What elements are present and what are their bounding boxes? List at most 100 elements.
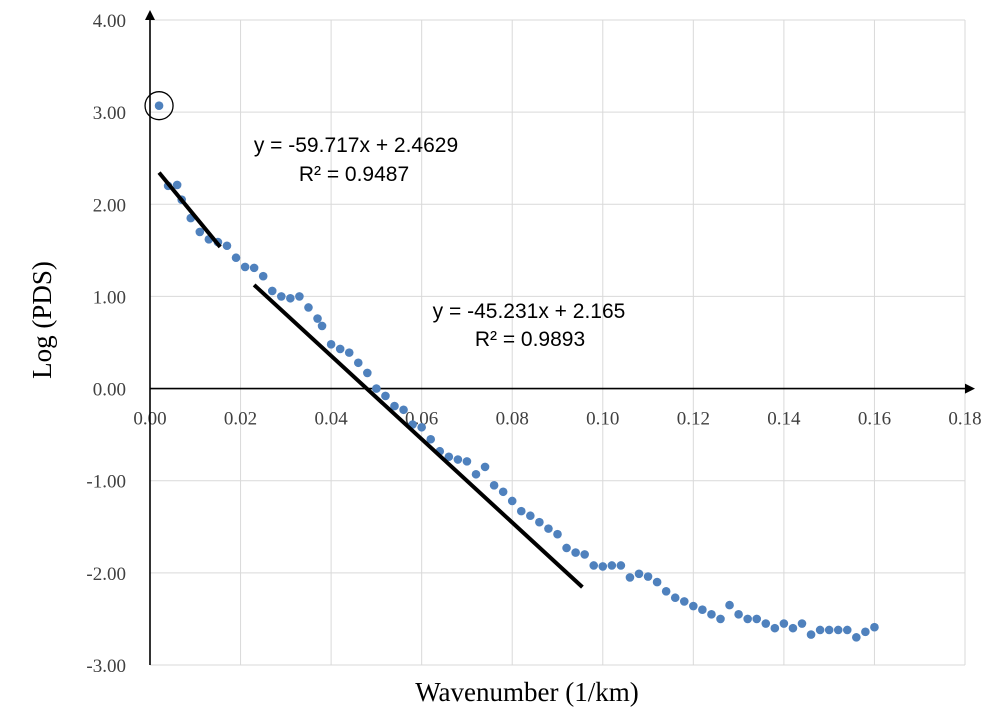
- y-tick-label: 0.00: [93, 380, 126, 401]
- data-points: [144, 91, 879, 642]
- y-tick-labels: 4.00 3.00 2.00 1.00 0.00 -1.00 -2.00 -3.00: [86, 11, 126, 677]
- data-point: [286, 293, 295, 303]
- data-point: [679, 597, 689, 606]
- data-point: [852, 633, 861, 642]
- data-point: [689, 601, 698, 611]
- data-point: [295, 292, 304, 301]
- y-tick-label: 4.00: [93, 11, 126, 32]
- data-point: [607, 561, 617, 570]
- data-point: [326, 340, 336, 349]
- y-axis-title: Log (PDS): [27, 261, 57, 379]
- data-point: [526, 511, 535, 521]
- data-point: [598, 562, 608, 571]
- data-point: [353, 358, 363, 368]
- data-point: [313, 314, 322, 323]
- y-tick-label: -2.00: [86, 564, 126, 585]
- y-tick-label: 3.00: [93, 103, 126, 124]
- data-point: [725, 600, 734, 610]
- data-point: [761, 619, 771, 628]
- data-point: [154, 101, 164, 110]
- data-point: [571, 548, 580, 557]
- data-point: [824, 625, 834, 635]
- x-tick-label: 0.08: [496, 409, 529, 430]
- trendline-2: [252, 283, 584, 589]
- data-point: [507, 496, 517, 506]
- data-point: [471, 469, 481, 479]
- data-point: [231, 253, 241, 263]
- data-point: [381, 391, 390, 401]
- x-axis-arrow: [965, 383, 975, 394]
- data-point: [417, 422, 426, 432]
- data-point: [580, 550, 589, 559]
- data-point: [870, 622, 879, 632]
- x-tick-label: 0.16: [858, 409, 891, 430]
- data-point: [716, 614, 725, 624]
- data-point: [453, 455, 463, 464]
- data-point: [815, 625, 825, 635]
- trendline-labels: y = -59.717x + 2.4629 R² = 0.9487 y = -4…: [254, 134, 625, 351]
- data-point: [277, 292, 286, 301]
- data-point: [743, 614, 752, 624]
- data-point: [480, 462, 490, 472]
- grid: [150, 19, 966, 666]
- data-point: [462, 457, 472, 466]
- trendline-1-equation: y = -59.717x + 2.4629: [254, 134, 458, 157]
- data-point: [317, 321, 327, 331]
- trendlines: [157, 171, 584, 589]
- data-point: [535, 517, 544, 527]
- data-point: [258, 271, 268, 281]
- data-point: [752, 614, 762, 624]
- data-point: [562, 543, 571, 553]
- x-tick-label: 0.12: [677, 409, 710, 430]
- data-point: [643, 572, 653, 581]
- y-tick-label: 2.00: [93, 195, 126, 216]
- data-point: [304, 303, 313, 312]
- data-point: [249, 263, 259, 273]
- data-point: [335, 344, 345, 354]
- data-point: [390, 401, 399, 411]
- data-point: [195, 227, 205, 237]
- data-point: [222, 241, 232, 251]
- data-point: [797, 619, 807, 628]
- trendline-1-r2: R² = 0.9487: [299, 163, 409, 186]
- data-point: [625, 573, 635, 582]
- data-point: [516, 506, 526, 516]
- data-point: [788, 623, 798, 633]
- x-tick-label: 0.10: [586, 409, 619, 430]
- y-tick-label: 1.00: [93, 287, 126, 308]
- data-point: [833, 625, 843, 635]
- data-point: [544, 524, 553, 533]
- data-point: [707, 610, 716, 619]
- y-tick-label: -1.00: [86, 472, 126, 493]
- data-point: [770, 623, 780, 633]
- data-point: [634, 569, 644, 579]
- data-point: [661, 586, 671, 596]
- data-point: [652, 577, 662, 587]
- data-point: [806, 630, 816, 639]
- data-point: [670, 593, 680, 603]
- trendline-2-equation: y = -45.231x + 2.165: [433, 300, 626, 323]
- axes: [145, 10, 975, 665]
- data-point: [399, 405, 408, 415]
- x-tick-labels: 0.00 0.02 0.04 0.06 0.08 0.10 0.12 0.14 0.16 0.18: [133, 409, 981, 430]
- x-tick-label: 0.14: [767, 409, 801, 430]
- data-point: [363, 368, 372, 378]
- x-tick-label: 0.02: [224, 409, 257, 430]
- data-point: [616, 561, 626, 570]
- data-point: [734, 610, 743, 619]
- y-tick-label: -3.00: [86, 656, 126, 677]
- data-point: [553, 529, 562, 539]
- data-point: [498, 487, 508, 497]
- y-axis-arrow: [145, 10, 155, 20]
- data-point: [372, 384, 381, 393]
- x-axis-title: Wavenumber (1/km): [415, 677, 639, 707]
- data-point: [698, 605, 707, 615]
- data-point: [240, 262, 250, 272]
- data-point: [842, 625, 852, 635]
- data-point: [444, 452, 454, 462]
- highlight-circle: [144, 91, 174, 121]
- data-point: [779, 619, 789, 628]
- data-point: [344, 348, 354, 357]
- data-point: [267, 286, 277, 296]
